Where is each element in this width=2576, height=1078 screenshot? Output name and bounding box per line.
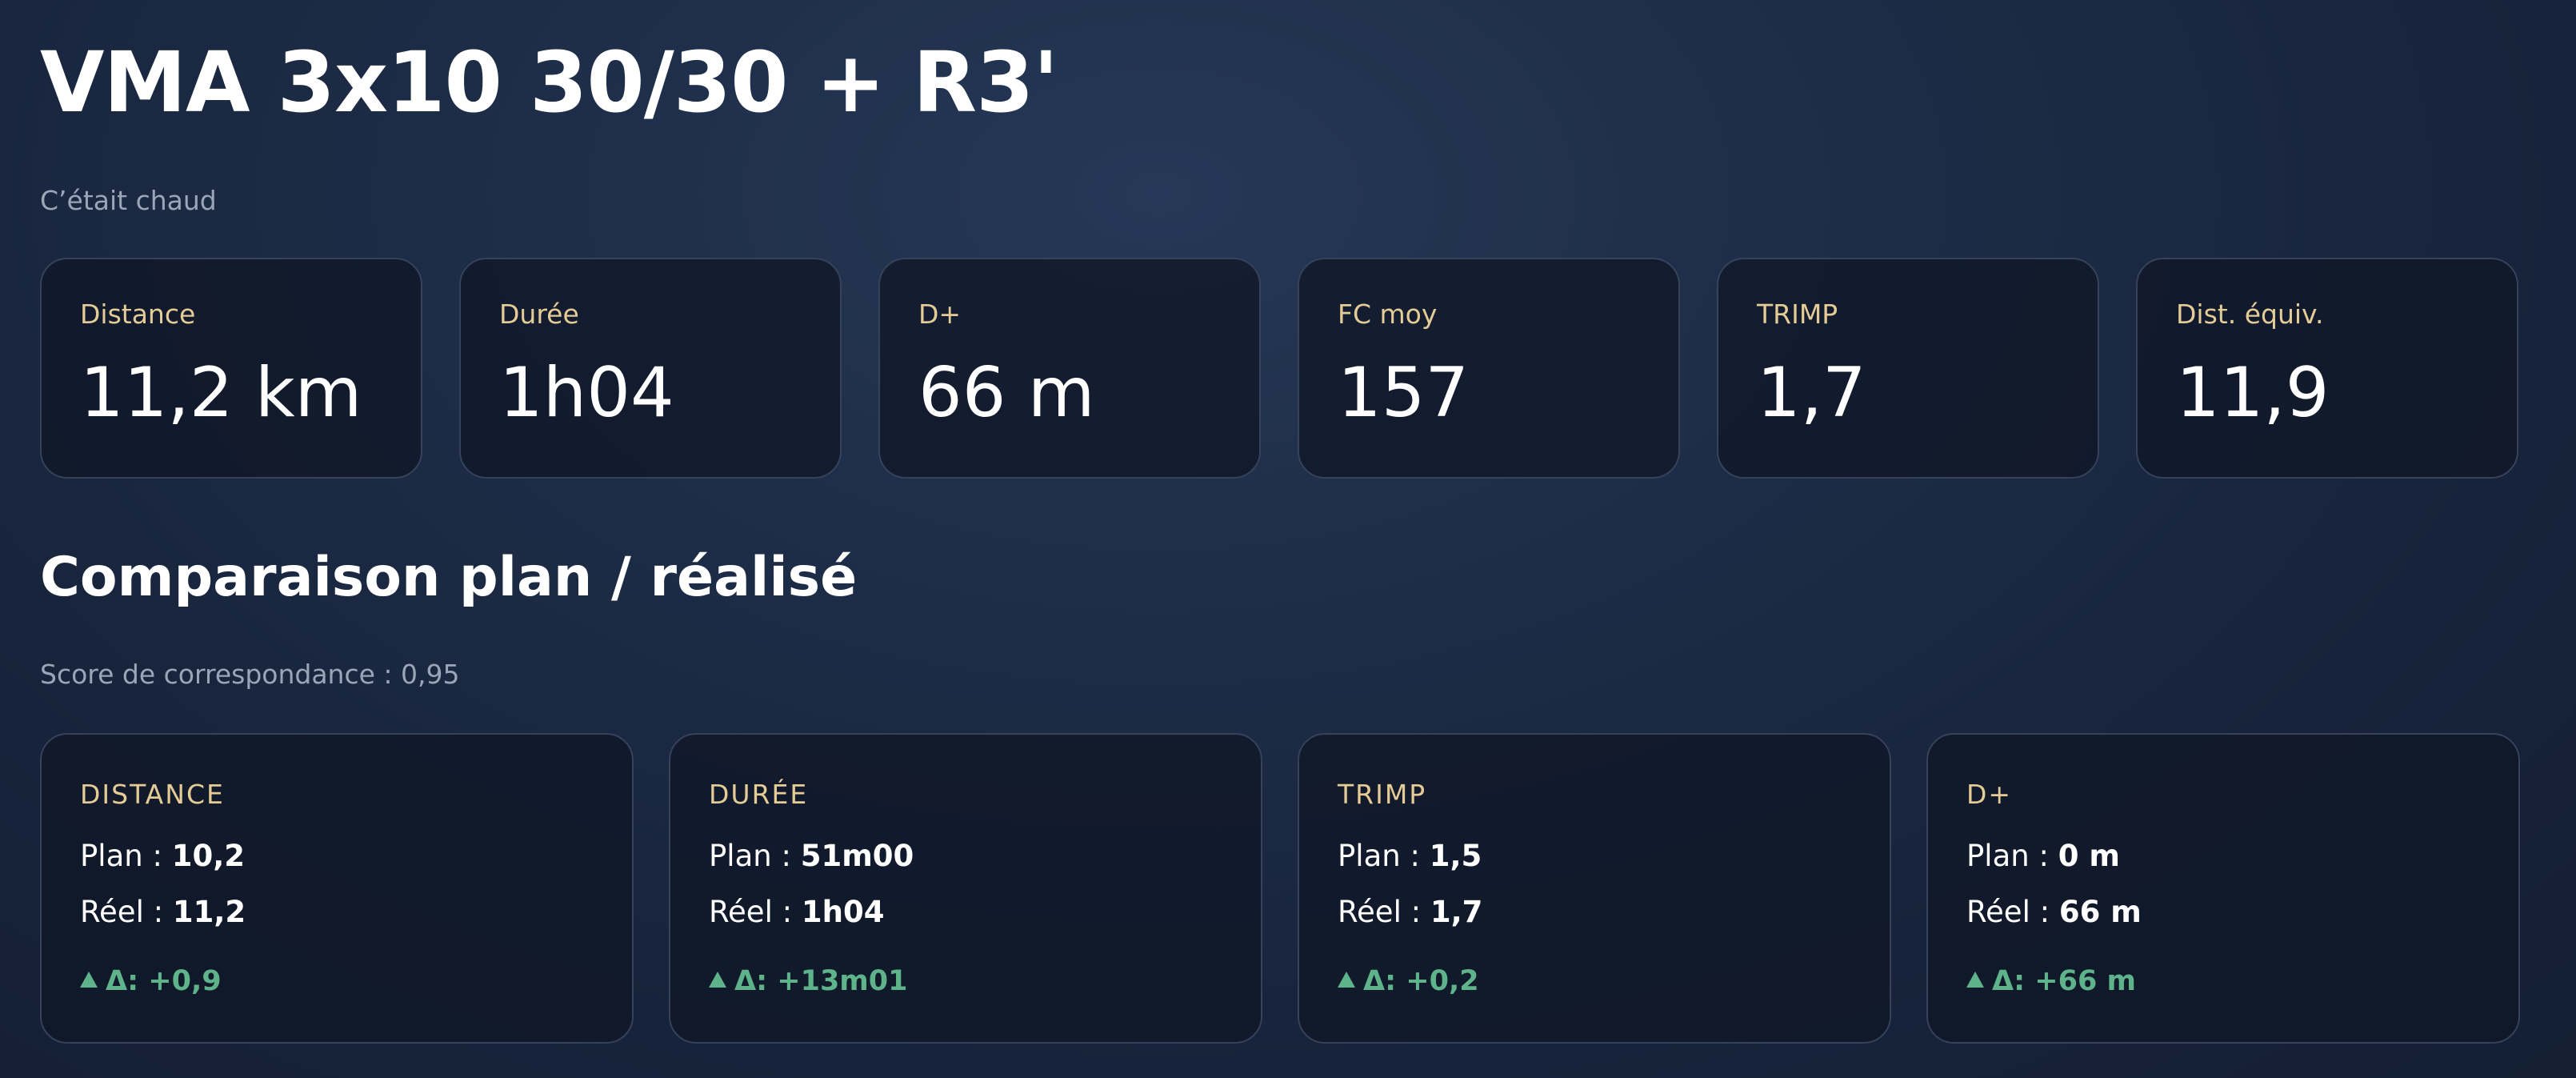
triangle-up-icon — [1966, 972, 1984, 988]
actual-prefix: Réel : — [80, 895, 164, 929]
comparison-card-elevation: D+ Plan : 0 m Réel : 66 m Δ: +66 m — [1926, 733, 2520, 1044]
delta-value: Δ: +13m01 — [734, 965, 908, 997]
actual-value: 66 m — [2058, 895, 2142, 929]
actual-prefix: Réel : — [1338, 895, 1422, 929]
delta-value: Δ: +66 m — [1992, 965, 2136, 997]
stat-value: 1h04 — [499, 353, 674, 433]
actual-prefix: Réel : — [1966, 895, 2050, 929]
delta-value: Δ: +0,2 — [1363, 965, 1479, 997]
comparison-title: Comparaison plan / réalisé — [40, 546, 858, 609]
triangle-up-icon — [80, 972, 98, 988]
plan-prefix: Plan : — [1966, 839, 2049, 873]
activity-note: C’était chaud — [40, 185, 217, 216]
actual-line: Réel : 66 m — [1966, 890, 2142, 935]
actual-line: Réel : 1h04 — [709, 890, 884, 935]
stat-label: TRIMP — [1757, 299, 1838, 330]
stat-label: D+ — [918, 299, 962, 330]
delta-value: Δ: +0,9 — [106, 965, 222, 997]
plan-prefix: Plan : — [709, 839, 791, 873]
actual-value: 11,2 — [172, 895, 246, 929]
stat-label: FC moy — [1338, 299, 1438, 330]
comparison-label: DISTANCE — [80, 779, 225, 810]
actual-value: 1h04 — [801, 895, 885, 929]
stat-card-heart-rate: FC moy 157 — [1298, 258, 1680, 479]
delta-line: Δ: +0,9 — [80, 959, 222, 1004]
match-score: Score de correspondance : 0,95 — [40, 659, 460, 690]
plan-prefix: Plan : — [80, 839, 162, 873]
page-title: VMA 3x10 30/30 + R3' — [40, 34, 1058, 131]
comparison-card-distance: DISTANCE Plan : 10,2 Réel : 11,2 Δ: +0,9 — [40, 733, 634, 1044]
actual-line: Réel : 11,2 — [80, 890, 246, 935]
plan-value: 0 m — [2058, 839, 2120, 873]
plan-value: 10,2 — [171, 839, 246, 873]
stat-card-distance: Distance 11,2 km — [40, 258, 422, 479]
actual-line: Réel : 1,7 — [1338, 890, 1482, 935]
stat-card-equivalent-distance: Dist. équiv. 11,9 — [2136, 258, 2518, 479]
comparison-label: TRIMP — [1338, 779, 1427, 810]
comparison-label: DURÉE — [709, 779, 809, 810]
stat-card-duration: Durée 1h04 — [459, 258, 842, 479]
plan-line: Plan : 1,5 — [1338, 834, 1482, 879]
plan-value: 1,5 — [1429, 839, 1482, 873]
stat-label: Durée — [499, 299, 579, 330]
triangle-up-icon — [709, 972, 726, 988]
comparison-card-trimp: TRIMP Plan : 1,5 Réel : 1,7 Δ: +0,2 — [1298, 733, 1891, 1044]
delta-line: Δ: +66 m — [1966, 959, 2136, 1004]
stat-card-trimp: TRIMP 1,7 — [1717, 258, 2099, 479]
stat-value: 157 — [1338, 353, 1470, 433]
stat-value: 66 m — [918, 353, 1095, 433]
comparison-card-duration: DURÉE Plan : 51m00 Réel : 1h04 Δ: +13m01 — [669, 733, 1262, 1044]
comparison-label: D+ — [1966, 779, 2013, 810]
stat-card-elevation: D+ 66 m — [878, 258, 1261, 479]
stat-value: 1,7 — [1757, 353, 1866, 433]
plan-line: Plan : 0 m — [1966, 834, 2120, 879]
plan-prefix: Plan : — [1338, 839, 1420, 873]
delta-line: Δ: +13m01 — [709, 959, 907, 1004]
stat-value: 11,9 — [2176, 353, 2330, 433]
plan-line: Plan : 51m00 — [709, 834, 914, 879]
stats-row: Distance 11,2 km Durée 1h04 D+ 66 m FC m… — [40, 258, 2522, 482]
triangle-up-icon — [1338, 972, 1355, 988]
stat-label: Distance — [80, 299, 196, 330]
actual-prefix: Réel : — [709, 895, 793, 929]
stat-value: 11,2 km — [80, 353, 362, 433]
stat-label: Dist. équiv. — [2176, 299, 2324, 330]
actual-value: 1,7 — [1430, 895, 1483, 929]
comparison-grid: DISTANCE Plan : 10,2 Réel : 11,2 Δ: +0,9… — [40, 733, 2522, 1045]
plan-value: 51m00 — [800, 839, 914, 873]
delta-line: Δ: +0,2 — [1338, 959, 1479, 1004]
plan-line: Plan : 10,2 — [80, 834, 245, 879]
